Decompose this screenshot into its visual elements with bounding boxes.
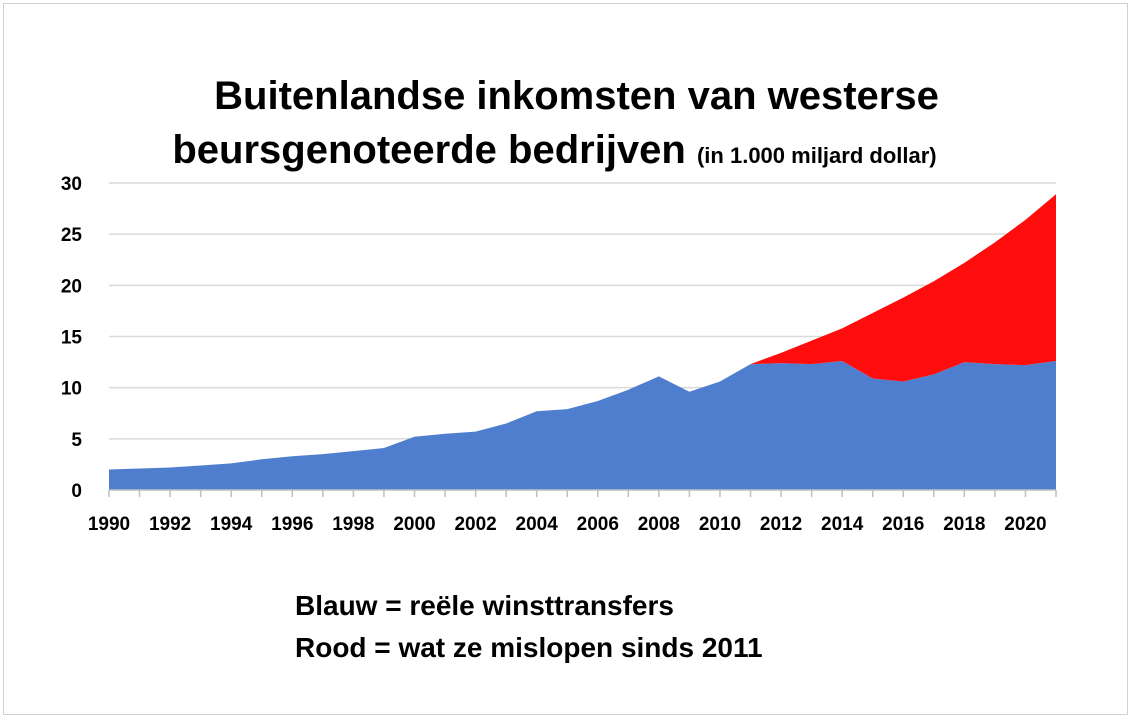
- series-area-red: [750, 194, 1056, 382]
- chart-title-line2-main: beursgenoteerde bedrijven: [172, 128, 686, 172]
- series-areas: [109, 194, 1056, 490]
- legend-blue-note: Blauw = reële winsttransfers: [295, 590, 674, 621]
- x-tick-label-1994: 1994: [210, 514, 253, 535]
- y-tick-label-0: 0: [71, 481, 82, 502]
- y-tick-label-25: 25: [61, 225, 83, 246]
- chart-title-line1: Buitenlandse inkomsten van westerse: [214, 74, 939, 118]
- x-tick-label-1998: 1998: [332, 514, 374, 535]
- x-tick-label-1992: 1992: [149, 514, 191, 535]
- y-tick-label-30: 30: [61, 174, 82, 195]
- series-area-blue: [109, 361, 1056, 490]
- y-tick-label-15: 15: [61, 328, 83, 349]
- x-tick-label-2010: 2010: [699, 514, 741, 535]
- y-tick-label-20: 20: [61, 276, 82, 297]
- x-tick-label-1990: 1990: [88, 514, 130, 535]
- legend-red-note: Rood = wat ze mislopen sinds 2011: [295, 632, 763, 663]
- x-axis: [108, 489, 1057, 497]
- chart-frame: [3, 3, 1128, 715]
- y-tick-label-10: 10: [61, 379, 82, 400]
- x-tick-label-2008: 2008: [638, 514, 680, 535]
- x-tick-label-2012: 2012: [760, 514, 802, 535]
- x-tick-label-2020: 2020: [1004, 514, 1046, 535]
- y-tick-label-5: 5: [71, 430, 82, 451]
- y-tick-labels: 0 5 10 15 20 25 30: [61, 174, 83, 502]
- x-tick-label-2000: 2000: [393, 514, 435, 535]
- chart-title-line2: beursgenoteerde bedrijven (in 1.000 milj…: [0, 128, 1121, 173]
- x-tick-label-2014: 2014: [821, 514, 864, 535]
- chart-subtitle: (in 1.000 miljard dollar): [696, 143, 937, 168]
- x-tick-label-2002: 2002: [454, 514, 496, 535]
- x-tick-label-2016: 2016: [882, 514, 924, 535]
- x-tick-labels: 1990 1992 1994 1996 1998 2000 2002 2004 2006 2008…: [88, 514, 1047, 535]
- x-tick-label-1996: 1996: [271, 514, 313, 535]
- x-tick-label-2004: 2004: [516, 514, 559, 535]
- x-tick-label-2018: 2018: [943, 514, 985, 535]
- x-tick-label-2006: 2006: [577, 514, 619, 535]
